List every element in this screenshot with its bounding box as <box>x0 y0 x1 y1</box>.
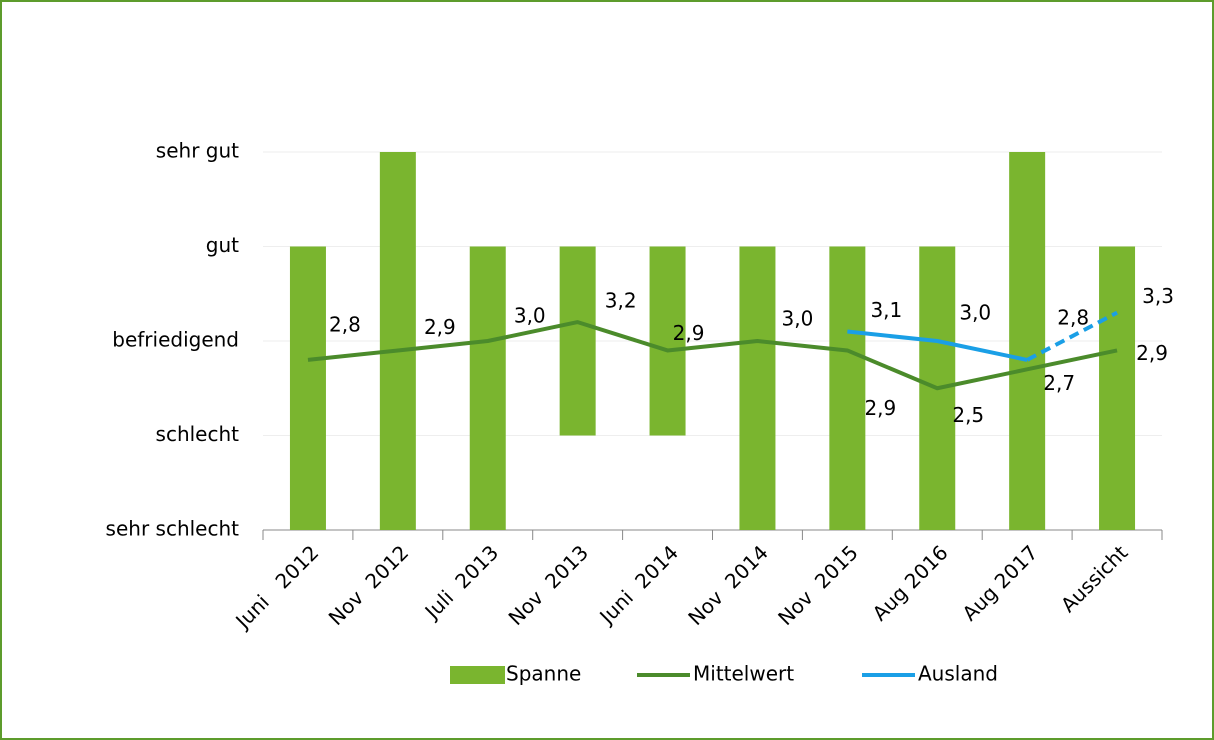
data-label: 3,0 <box>782 307 814 331</box>
range-bar <box>289 246 326 530</box>
x-tick-label: Juni 2012 <box>229 540 323 634</box>
y-tick-label: schlecht <box>156 422 240 446</box>
data-label: 2,5 <box>952 403 984 427</box>
data-label: 2,9 <box>673 321 705 345</box>
data-label: 2,8 <box>1057 305 1089 329</box>
y-tick-label: befriedigend <box>112 328 239 352</box>
x-tick-label: Nov 2015 <box>773 540 863 630</box>
data-label: 3,0 <box>514 304 546 328</box>
range-bar <box>739 246 776 530</box>
legend-label: Spanne <box>506 662 581 686</box>
x-tick-label: Nov 2014 <box>683 540 773 630</box>
x-tick-label: Juli 2013 <box>419 540 503 624</box>
y-tick-label: gut <box>206 233 239 257</box>
data-label: 2,8 <box>329 312 361 336</box>
legend-swatch <box>450 666 505 684</box>
x-tick-label: Aug 2016 <box>868 540 953 625</box>
data-label: 3,1 <box>870 298 902 322</box>
range-bar <box>1099 246 1136 530</box>
line-series <box>1026 310 1118 362</box>
legend-label: Mittelwert <box>693 662 794 686</box>
range-bar <box>1009 152 1046 530</box>
line-series <box>847 329 1028 362</box>
data-label: 3,0 <box>959 301 991 325</box>
data-label: 3,3 <box>1142 284 1174 308</box>
data-label: 2,7 <box>1043 371 1075 395</box>
x-tick-label: Juni 2014 <box>594 540 683 629</box>
x-tick-label: Aussicht <box>1056 540 1133 617</box>
x-tick-label: Nov 2013 <box>504 540 594 630</box>
range-bar <box>559 246 596 436</box>
y-tick-label: sehr gut <box>156 139 239 163</box>
range-bar <box>829 246 866 530</box>
data-label: 3,2 <box>605 289 637 313</box>
y-tick-label: sehr schlecht <box>106 517 240 541</box>
data-label: 2,9 <box>424 315 456 339</box>
x-tick-label: Nov 2012 <box>324 540 414 630</box>
data-label: 2,9 <box>864 396 896 420</box>
x-tick-label: Aug 2017 <box>958 540 1043 625</box>
data-label: 2,9 <box>1136 341 1168 365</box>
range-bar <box>649 246 686 436</box>
legend-label: Ausland <box>918 662 998 686</box>
range-bar <box>469 246 506 530</box>
line-series <box>307 320 1118 391</box>
range-bar <box>379 152 416 530</box>
